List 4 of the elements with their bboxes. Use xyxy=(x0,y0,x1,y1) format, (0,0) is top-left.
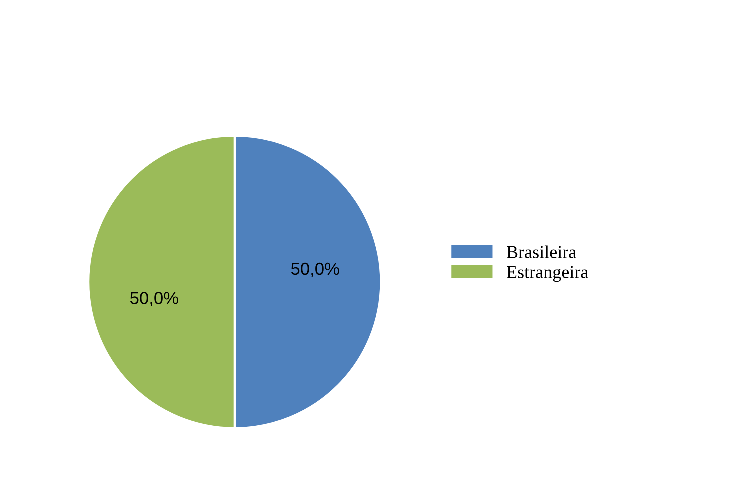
data-label: 50,0% xyxy=(291,262,340,278)
data-label: 50,0% xyxy=(130,292,178,306)
legend-label: Estrangeira xyxy=(507,266,588,282)
legend-label: Brasileira xyxy=(507,246,576,258)
